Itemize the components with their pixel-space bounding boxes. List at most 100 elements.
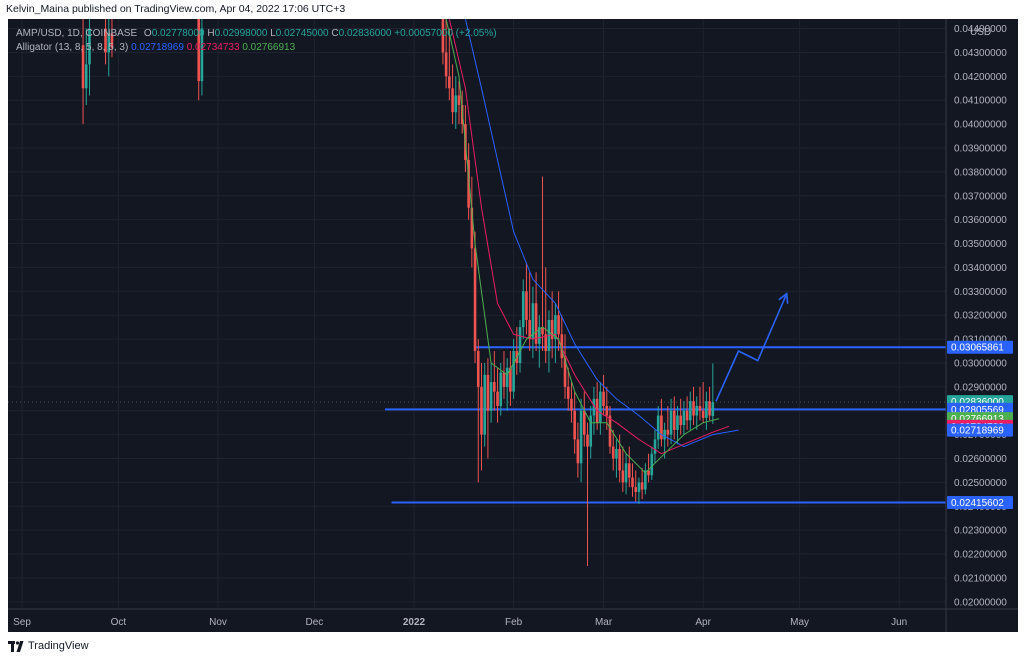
- candle-body: [509, 367, 512, 392]
- price-tick-label: 0.02500000: [954, 478, 1007, 489]
- candlestick-chart[interactable]: 0.02000000 0.02100000 0.02200000 0.02300000…: [8, 18, 1018, 632]
- time-tick-label: Apr: [695, 617, 711, 628]
- price-tick-label: 0.04300000: [954, 48, 1007, 59]
- candle-body: [602, 391, 605, 406]
- time-tick-label: Oct: [111, 617, 127, 628]
- grid: [8, 19, 1018, 632]
- time-tick-label: Nov: [209, 617, 227, 628]
- jaw-value: 0.02718969: [131, 42, 184, 53]
- candle-body: [531, 303, 535, 340]
- price-label-box: [947, 496, 1013, 510]
- candle-body: [444, 52, 448, 77]
- candle-body: [624, 463, 628, 483]
- chart-background: [8, 19, 1018, 632]
- candle-body: [560, 334, 564, 359]
- chart-panel[interactable]: 0.02000000 0.02100000 0.02200000 0.02300000…: [8, 18, 1018, 632]
- price-tick-label: 0.03000000: [954, 358, 1007, 369]
- price-label-text: 0.03065861: [951, 343, 1004, 354]
- teeth-value: 0.02734733: [186, 42, 240, 53]
- price-tick-label: 0.02900000: [954, 382, 1007, 393]
- candle-body: [534, 303, 538, 344]
- candle-body: [197, 19, 201, 82]
- price-tick-label: 0.04100000: [954, 96, 1007, 107]
- price-tick-label: 0.02300000: [954, 526, 1007, 537]
- candle-body: [451, 88, 454, 113]
- price-label-box: [947, 340, 1013, 354]
- candle-body: [573, 410, 576, 440]
- candle-body: [653, 439, 657, 454]
- price-label-text: 0.02836000: [951, 397, 1004, 408]
- candle-body: [457, 95, 461, 105]
- candle-body: [592, 398, 596, 416]
- candle-body: [586, 434, 589, 447]
- candle-body: [496, 391, 499, 406]
- time-tick-label: Mar: [595, 617, 613, 628]
- currency-label: USD: [970, 27, 991, 38]
- candle-body: [579, 410, 583, 464]
- candle-body: [81, 45, 85, 89]
- candle-body: [467, 159, 470, 208]
- alligator-label: Alligator (13, 8, 5, 8, 5, 3): [16, 42, 129, 53]
- candle-body: [698, 405, 702, 411]
- candle-body: [570, 398, 573, 411]
- price-tick-label: 0.03100000: [954, 335, 1007, 346]
- candle-body: [711, 402, 715, 416]
- candle-body: [84, 64, 88, 89]
- close-label: C: [331, 28, 339, 39]
- price-label-text: 0.02805569: [951, 405, 1004, 416]
- change-value: +0.00057000 (+2.05%): [394, 28, 497, 39]
- legend-ohlc: AMP/USD, 1D, COINBASE O0.02778000 H0.029…: [16, 28, 497, 39]
- price-tick-label: 0.03800000: [954, 167, 1007, 178]
- candle-body: [480, 386, 483, 435]
- price-labels: 0.030658610.0283600009:53:120.028055690.…: [947, 340, 1013, 510]
- candle-body: [695, 405, 699, 416]
- candle-body: [200, 28, 204, 82]
- candle-body: [505, 367, 509, 387]
- alligator-lips-line: [445, 18, 720, 474]
- alligator-lines: [445, 18, 739, 474]
- price-tick-label: 0.02100000: [954, 573, 1007, 584]
- price-tick-label: 0.03500000: [954, 239, 1007, 250]
- candle-body: [660, 415, 663, 440]
- time-axis: Sep Oct Nov Dec 2022 Feb Mar Apr May Jun: [8, 608, 1018, 628]
- time-tick-label: 2022: [403, 617, 426, 628]
- lips-value: 0.02766913: [242, 42, 296, 53]
- candle-body: [640, 482, 644, 490]
- candle-body: [621, 470, 625, 483]
- candle-body: [454, 95, 458, 113]
- candle-body: [563, 358, 567, 387]
- high-value: 0.02998000: [214, 28, 268, 39]
- low-value: 0.02745000: [275, 28, 329, 39]
- candle-body: [676, 415, 679, 430]
- price-tick-label: 0.04400000: [954, 24, 1007, 35]
- open-label: O: [143, 28, 152, 39]
- price-tick-label: 0.03300000: [954, 287, 1007, 298]
- footer: TradingView: [8, 640, 89, 652]
- candle-body: [647, 470, 650, 476]
- candle-body: [608, 415, 612, 447]
- candle-body: [566, 386, 570, 399]
- candle-body: [669, 410, 673, 435]
- candle-body: [631, 477, 634, 488]
- low-label: L: [270, 28, 276, 39]
- arrow-head: [778, 292, 789, 304]
- time-tick-label: Dec: [305, 617, 323, 628]
- candle-body: [701, 410, 705, 418]
- alligator-teeth-line: [448, 18, 730, 455]
- price-label-text: 0.02766913: [951, 414, 1004, 425]
- price-tick-label: 0.02000000: [954, 597, 1007, 608]
- price-label-text: 0.02415602: [951, 498, 1004, 509]
- candle-body: [692, 401, 695, 416]
- published-by-text: Kelvin_Maina published on TradingView.co…: [6, 3, 346, 15]
- tradingview-logo-icon: [8, 640, 24, 652]
- candle-body: [107, 33, 111, 53]
- candle-body: [615, 448, 618, 459]
- candle-body: [576, 439, 580, 464]
- candle-body: [666, 429, 670, 435]
- candle-body: [557, 315, 560, 335]
- candle-body: [486, 374, 490, 411]
- price-tick-label: 0.02200000: [954, 550, 1007, 561]
- candle-body: [441, 19, 445, 53]
- candle-body: [605, 405, 609, 416]
- time-tick-label: Feb: [505, 617, 523, 628]
